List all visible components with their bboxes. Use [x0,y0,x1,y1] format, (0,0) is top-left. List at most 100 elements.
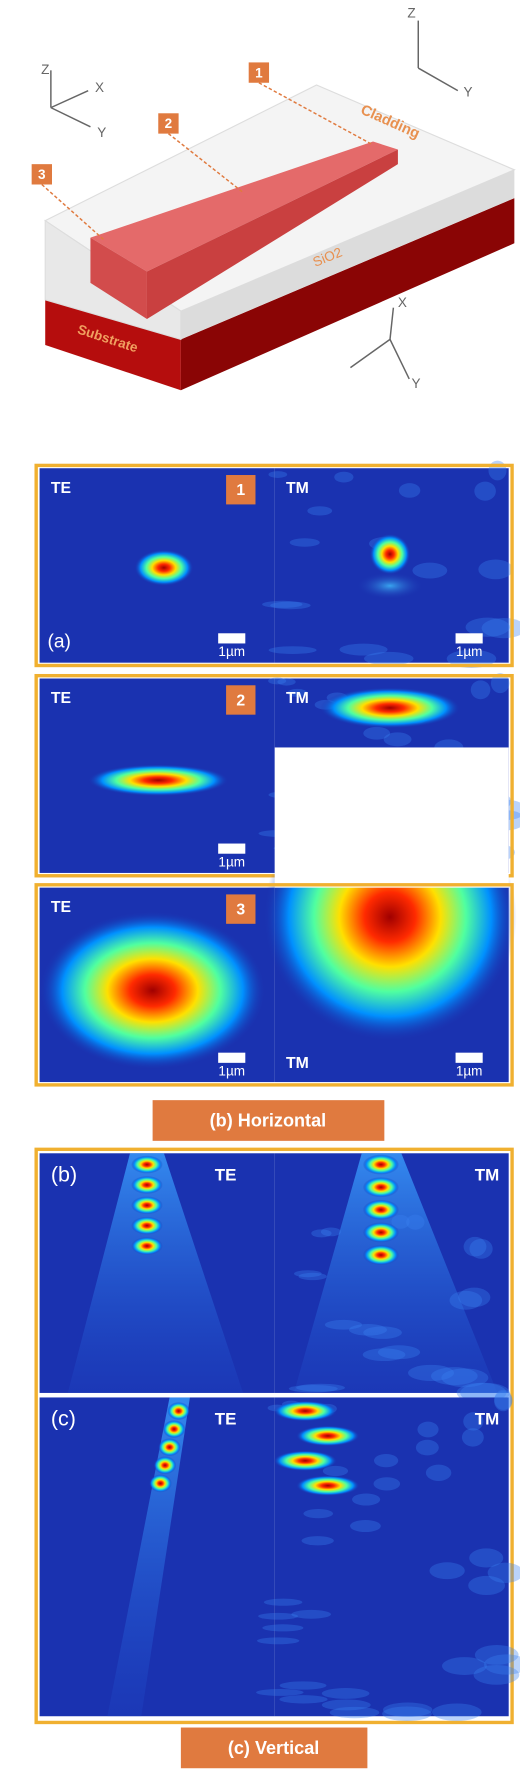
mode-field [131,1196,163,1215]
mode-field [131,1155,163,1174]
mode-texture [311,1229,332,1238]
mode-texture [320,1227,341,1237]
mode-texture [374,1453,399,1468]
mode-texture [412,562,448,579]
mode-texture [469,1548,504,1568]
mode-texture [289,538,320,547]
mode-field [362,1222,400,1243]
axis-label: Y [411,376,420,391]
mode-texture [363,726,391,740]
mode-texture [277,678,296,686]
substrate-side [180,198,515,391]
waveguide-top [90,141,398,272]
line [350,338,391,369]
line [50,106,91,128]
mode-cone [293,1153,498,1393]
mode-field [131,1175,163,1194]
line [389,339,410,380]
mode-field [362,1199,400,1220]
marker-box [31,164,52,185]
mode-field [369,533,411,575]
number-label: 3 [236,901,245,918]
panel-label: (b) [51,1163,77,1187]
mode-texture [441,1657,487,1675]
waveguide-side [146,149,398,320]
mode-texture [293,1270,322,1278]
marker-label: 1 [255,65,263,80]
line [167,133,244,193]
mode-texture [298,1272,327,1281]
scale-bar [218,1052,246,1063]
mode-field [362,1177,400,1198]
line [389,307,395,340]
mode-field [153,1456,177,1475]
mode-texture [262,1624,304,1632]
mode-texture [429,1562,465,1580]
mode-texture [364,651,414,666]
mode-texture [415,1439,439,1456]
mode-texture [468,1575,506,1596]
cladding-side [180,169,515,340]
mode-texture [391,1214,410,1229]
axis-label: Y [463,85,472,100]
mode-texture [432,1703,482,1721]
te-label: TE [51,690,71,707]
mode-texture [463,1236,487,1257]
mode-cone [67,1153,244,1393]
mode-texture [301,1536,334,1546]
mode-texture [329,1706,380,1719]
mode-texture [478,559,513,580]
line [417,67,459,92]
mode-field [131,1236,163,1256]
mode-texture [474,481,496,501]
mode-texture [461,1428,484,1447]
mode-texture [398,483,421,498]
axis-label: X [398,295,407,310]
mode-texture [483,1654,520,1675]
scale-label: 1µm [456,1063,483,1078]
scale-bar [455,1052,483,1063]
mode-streak [107,1397,190,1717]
caption: (c) Vertical [228,1738,319,1758]
axis-label: Y [97,125,106,140]
number-box [226,475,256,505]
mode-texture [279,1681,327,1690]
mode-field [362,1244,400,1266]
scale-bar [218,843,246,854]
number-box [226,894,256,924]
mode-texture [288,1384,338,1393]
mode-texture [296,1383,345,1392]
substrate-front [45,299,181,391]
mode-field [162,1420,186,1439]
number-box [226,685,256,715]
mode-background [274,1397,509,1717]
tm-label: TM [475,1410,499,1429]
mode-texture [487,1562,520,1583]
scale-label: 1µm [218,644,245,659]
mode-texture [324,1319,363,1330]
panel-frame [34,463,514,668]
tm-label: TM [286,690,309,707]
number-label: 2 [236,692,245,709]
mode-field [356,572,424,600]
mode-texture [303,1509,334,1519]
mode-texture [382,1706,432,1721]
mode-texture [350,1520,381,1533]
scale-bar [218,633,246,644]
mode-field [319,687,461,729]
mode-texture [258,1612,299,1620]
mode-field [158,1438,181,1457]
mode-texture [425,1464,452,1481]
mode-texture [406,1214,425,1230]
caption: (b) Horizontal [210,1110,326,1130]
mode-field [296,1425,360,1447]
mode-texture [417,1421,439,1438]
mode-texture [348,1324,388,1336]
mode-texture [263,1598,303,1606]
mode-texture [257,1637,300,1645]
te-label: TE [215,1165,237,1184]
mode-texture [373,1477,401,1491]
mode-field [149,1474,172,1493]
